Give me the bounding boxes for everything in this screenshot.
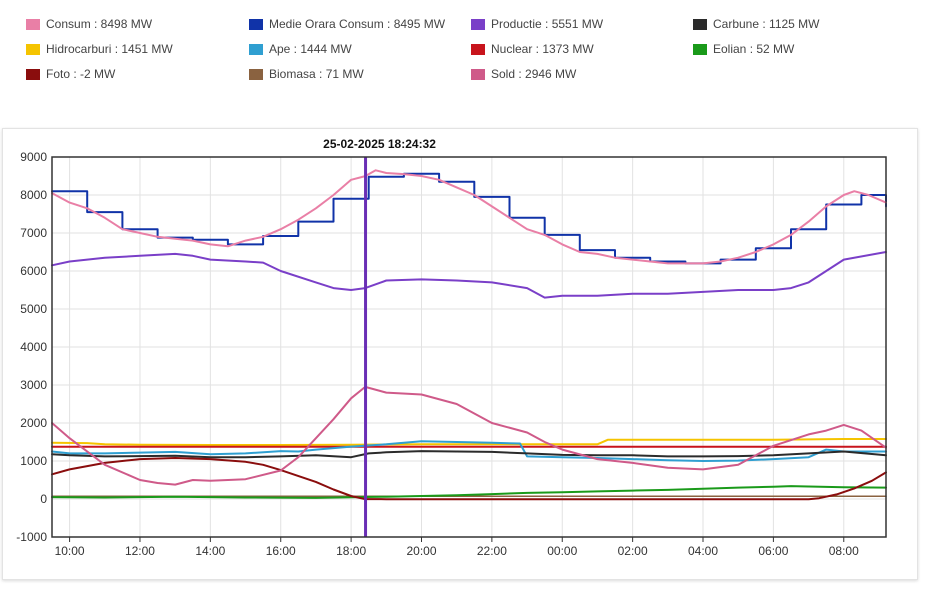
legend-swatch-eolian bbox=[693, 43, 707, 55]
legend-swatch-ape bbox=[249, 43, 263, 55]
legend-item-medie-orara-consum[interactable]: Medie Orara Consum : 8495 MW bbox=[249, 17, 445, 31]
legend-item-ape[interactable]: Ape : 1444 MW bbox=[249, 42, 352, 56]
legend-swatch-sold bbox=[471, 68, 485, 80]
legend-item-foto[interactable]: Foto : -2 MW bbox=[26, 67, 115, 81]
legend-label-consum: Consum : 8498 MW bbox=[46, 17, 153, 31]
plot-frame bbox=[51, 156, 887, 538]
y-tick-label: 6000 bbox=[20, 264, 47, 278]
x-tick-label: 12:00 bbox=[125, 544, 155, 558]
legend-label-foto: Foto : -2 MW bbox=[46, 67, 116, 81]
legend-item-carbune[interactable]: Carbune : 1125 MW bbox=[693, 17, 820, 31]
chart-series bbox=[51, 169, 887, 501]
series-line-consum bbox=[51, 169, 887, 265]
legend-label-sold: Sold : 2946 MW bbox=[491, 67, 577, 81]
legend-swatch-biomasa bbox=[249, 68, 263, 80]
x-tick-label: 22:00 bbox=[477, 544, 507, 558]
x-tick-label: 04:00 bbox=[688, 544, 718, 558]
x-tick-label: 06:00 bbox=[758, 544, 788, 558]
y-tick-label: 5000 bbox=[20, 302, 47, 316]
series-line-carbune bbox=[51, 450, 887, 459]
series-line-sold bbox=[51, 385, 887, 486]
y-tick-label: 3000 bbox=[20, 378, 47, 392]
legend-label-biomasa: Biomasa : 71 MW bbox=[269, 67, 364, 81]
legend-swatch-consum bbox=[26, 18, 40, 30]
y-tick-label: 0 bbox=[40, 492, 47, 506]
x-tick-label: 14:00 bbox=[195, 544, 225, 558]
legend-label-hidrocarburi: Hidrocarburi : 1451 MW bbox=[46, 42, 173, 56]
x-tick-label: 16:00 bbox=[266, 544, 296, 558]
y-tick-label: 7000 bbox=[20, 226, 47, 240]
legend-item-eolian[interactable]: Eolian : 52 MW bbox=[693, 42, 794, 56]
y-tick-label: 1000 bbox=[20, 454, 47, 468]
legend-swatch-foto bbox=[26, 68, 40, 80]
legend-item-productie[interactable]: Productie : 5551 MW bbox=[471, 17, 603, 31]
x-axis: 10:00 12:00 14:00 16:00 18:00 20:00 22:00 00:00… bbox=[55, 537, 859, 558]
chart-legend: Consum : 8498 MW Medie Orara Consum : 84… bbox=[0, 0, 930, 100]
series-line-hidrocarburi bbox=[51, 438, 887, 446]
x-tick-label: 20:00 bbox=[406, 544, 436, 558]
legend-swatch-hidrocarburi bbox=[26, 43, 40, 55]
x-tick-label: 08:00 bbox=[829, 544, 859, 558]
legend-item-biomasa[interactable]: Biomasa : 71 MW bbox=[249, 67, 364, 81]
series-line-ape bbox=[51, 440, 887, 462]
series-line-foto bbox=[51, 457, 887, 501]
legend-item-hidrocarburi[interactable]: Hidrocarburi : 1451 MW bbox=[26, 42, 173, 56]
legend-swatch-carbune bbox=[693, 18, 707, 30]
x-tick-label: 18:00 bbox=[336, 544, 366, 558]
legend-label-eolian: Eolian : 52 MW bbox=[713, 42, 795, 56]
y-tick-label: -1000 bbox=[16, 530, 47, 544]
chart-panel bbox=[2, 128, 918, 580]
legend-label-carbune: Carbune : 1125 MW bbox=[713, 17, 820, 31]
series-line-eolian bbox=[51, 485, 887, 499]
legend-swatch-productie bbox=[471, 18, 485, 30]
x-tick-label: 02:00 bbox=[618, 544, 648, 558]
x-tick-label: 10:00 bbox=[55, 544, 85, 558]
chart-grid bbox=[52, 156, 886, 538]
y-tick-label: 8000 bbox=[20, 188, 47, 202]
legend-label-nuclear: Nuclear : 1373 MW bbox=[491, 42, 594, 56]
legend-label-medie-orara-consum: Medie Orara Consum : 8495 MW bbox=[269, 17, 446, 31]
legend-swatch-nuclear bbox=[471, 43, 485, 55]
legend-item-nuclear[interactable]: Nuclear : 1373 MW bbox=[471, 42, 594, 56]
legend-label-ape: Ape : 1444 MW bbox=[269, 42, 352, 56]
legend-swatch-medie-orara-consum bbox=[249, 18, 263, 30]
y-tick-label: 4000 bbox=[20, 340, 47, 354]
y-tick-label: 2000 bbox=[20, 416, 47, 430]
cursor-timestamp-label: 25-02-2025 18:24:32 bbox=[323, 137, 436, 151]
legend-item-sold[interactable]: Sold : 2946 MW bbox=[471, 67, 576, 81]
y-axis: -1000 0 1000 2000 3000 4000 5000 6000 7000 8000 90… bbox=[16, 150, 47, 544]
legend-item-consum[interactable]: Consum : 8498 MW bbox=[26, 17, 152, 31]
series-line-productie bbox=[51, 251, 887, 299]
legend-label-productie: Productie : 5551 MW bbox=[491, 17, 604, 31]
x-tick-label: 00:00 bbox=[547, 544, 577, 558]
y-tick-label: 9000 bbox=[20, 150, 47, 164]
